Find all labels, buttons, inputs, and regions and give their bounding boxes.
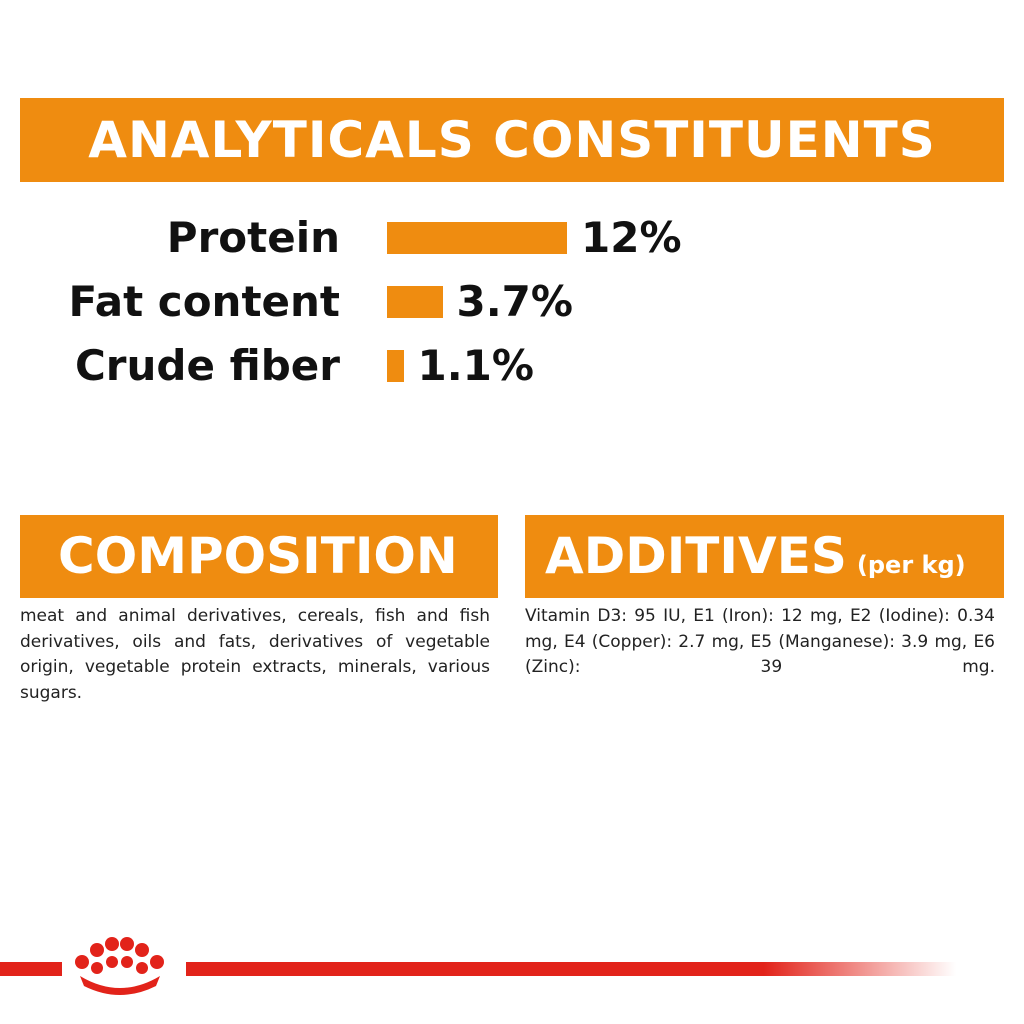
unit-label: (per kg) xyxy=(856,551,966,579)
bar xyxy=(387,350,404,382)
constituent-row: Crude fiber 1.1% xyxy=(0,336,1024,396)
brand-line xyxy=(0,962,62,976)
value-label: 1.1% xyxy=(417,341,534,390)
bar xyxy=(387,286,443,318)
bar xyxy=(387,222,567,254)
composition-text: meat and animal derivatives, cereals, fi… xyxy=(20,606,490,703)
brand-line xyxy=(186,962,956,976)
section-title: ADDITIVES xyxy=(545,527,847,585)
value-label: 3.7% xyxy=(456,277,573,326)
constituent-label: Protein xyxy=(166,213,340,262)
constituent-row: Fat content 3.7% xyxy=(0,272,1024,332)
section-banner: COMPOSITION xyxy=(20,515,498,598)
constituent-label: Crude fiber xyxy=(74,341,340,390)
constituent-label: Fat content xyxy=(68,277,340,326)
section-banner: ANALYTICALS CONSTITUENTS xyxy=(20,98,1004,182)
value-label: 12% xyxy=(581,213,682,262)
section-banner: ADDITIVES (per kg) xyxy=(525,515,1004,598)
constituent-row: Protein 12% xyxy=(0,208,1024,268)
brand-logo xyxy=(75,937,164,995)
additives-text: Vitamin D3: 95 IU, E1 (Iron): 12 mg, E2 … xyxy=(525,606,995,677)
